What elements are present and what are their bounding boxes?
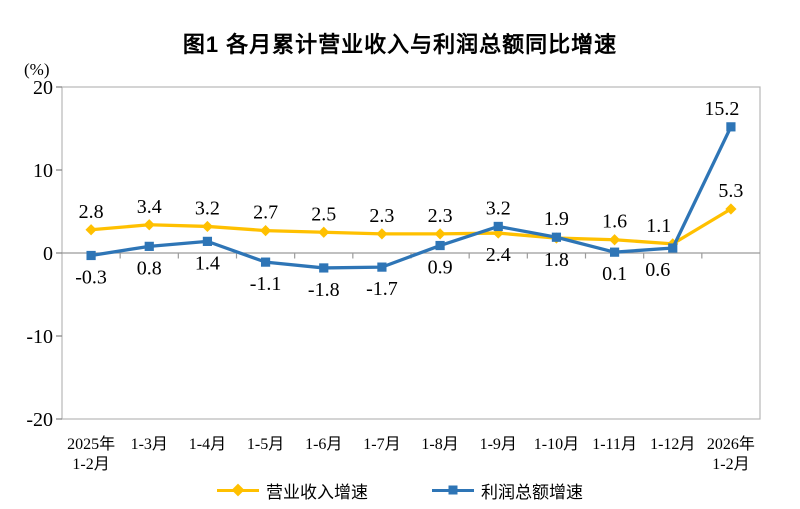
data-point-label: 5.3 [718,180,743,202]
x-category-label: 1-4月 [189,436,226,453]
x-category-label: 1-12月 [650,436,695,453]
y-tick-label: 20 [33,77,53,99]
data-point-marker [144,241,154,251]
data-point-marker [608,234,621,246]
data-point-marker [609,247,620,257]
x-category-label: 1-2月 [72,456,109,473]
data-point-label: 2.7 [253,202,278,224]
data-point-label: 0.6 [645,259,670,281]
data-point-label: 1.6 [602,211,627,233]
diamond-marker-icon [231,483,245,497]
data-point-label: 0.9 [428,257,453,279]
data-point-label: -1.7 [366,278,398,300]
x-category-label: 1-6月 [305,436,342,453]
data-point-label: 3.2 [195,197,220,219]
data-point-marker [434,228,446,240]
legend-label-profit: 利润总额增速 [481,482,583,502]
data-point-marker [86,250,96,261]
x-category-label: 1-10月 [534,436,579,453]
data-point-label: 2.3 [369,205,394,227]
data-point-marker [259,224,272,237]
data-point-label: 3.4 [137,196,162,218]
x-category-label: 1-8月 [421,436,458,453]
data-point-label: 2.3 [428,205,453,227]
x-category-label: 1-9月 [480,436,517,453]
legend-marker-profit [432,485,474,495]
data-point-marker [202,236,213,246]
x-category-label: 1-7月 [363,436,400,453]
data-point-marker [376,228,388,240]
y-tick-label: 0 [43,243,53,265]
data-point-label: -0.3 [75,266,107,288]
data-point-marker [318,226,330,238]
data-point-label: 1.1 [646,215,671,237]
chart-legend: 营业收入增速 利润总额增速 [0,476,800,504]
data-point-label: 1.9 [544,208,569,230]
x-category-label: 2025年 [67,435,115,453]
data-point-marker [726,122,736,132]
x-category-label: 2026年 [707,435,755,453]
data-point-marker [143,219,155,231]
data-point-marker [493,221,503,232]
legend-marker-revenue [217,483,259,497]
legend-label-revenue: 营业收入增速 [266,482,368,502]
data-point-label: 0.1 [602,263,627,285]
series-line-revenue [89,207,733,246]
data-point-marker [725,203,737,215]
data-point-marker [435,240,445,251]
data-point-marker [260,257,271,267]
data-point-label: 1.4 [195,252,220,274]
data-point-label: 3.2 [486,197,511,219]
data-point-label: 0.8 [137,257,162,279]
square-marker-icon [448,485,458,495]
x-category-label: 1-3月 [131,436,168,453]
chart-title: 图1 各月累计营业收入与利润总额同比增速 [182,32,618,57]
legend-item-profit: 利润总额增速 [432,478,583,503]
data-point-marker [85,224,97,236]
data-point-marker [319,263,329,273]
data-point-label: 1.8 [544,249,569,271]
data-point-marker [551,232,562,242]
y-tick-label: -10 [26,326,53,348]
data-point-label: 2.4 [486,244,511,266]
y-tick-label: 10 [33,160,53,182]
data-point-marker [668,243,678,253]
data-point-marker [201,220,214,233]
y-axis-unit-label: (%) [24,60,50,79]
y-tick-label: -20 [26,409,53,431]
legend-item-revenue: 营业收入增速 [217,478,368,503]
x-category-label: 1-5月 [247,436,284,453]
data-point-label: 2.5 [311,203,336,225]
data-point-label: -1.1 [250,273,282,295]
data-point-label: 15.2 [704,98,739,120]
data-point-label: 2.8 [79,201,104,223]
series-line-profit [89,125,733,270]
x-category-label: 1-11月 [592,436,637,453]
data-point-label: -1.8 [308,279,340,301]
data-point-marker [377,262,387,272]
x-category-label: 1-2月 [712,456,749,473]
